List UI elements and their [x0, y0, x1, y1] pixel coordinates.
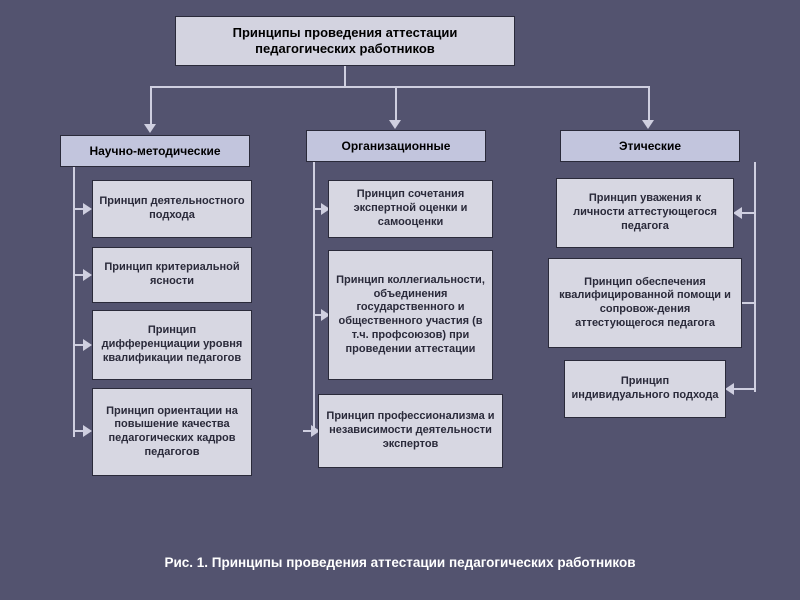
item-text: Принцип дифференциации уровня квалификац… [99, 324, 245, 365]
connector [313, 208, 321, 210]
category-organizational: Организационные [306, 130, 486, 162]
connector [742, 302, 754, 304]
category-label: Этические [619, 139, 681, 154]
connector [734, 388, 754, 390]
arrow [725, 383, 734, 395]
category-scientific: Научно-методические [60, 135, 250, 167]
connector [313, 162, 315, 432]
connector [395, 86, 397, 120]
connector [344, 66, 346, 86]
arrow [389, 120, 401, 129]
arrow [83, 269, 92, 281]
title-box: Принципы проведения аттестации педагогич… [175, 16, 515, 66]
category-label: Организационные [342, 139, 451, 154]
item-organizational-2: Принцип профессионализма и независимости… [318, 394, 503, 468]
item-ethical-2: Принцип индивидуального подхода [564, 360, 726, 418]
arrow [642, 120, 654, 129]
item-text: Принцип критериальной ясности [99, 261, 245, 289]
connector [648, 86, 650, 120]
item-text: Принцип ориентации на повышение качества… [99, 405, 245, 460]
connector [150, 86, 152, 124]
item-ethical-0: Принцип уважения к личности аттестующего… [556, 178, 734, 248]
arrow [144, 124, 156, 133]
connector [742, 212, 754, 214]
item-scientific-2: Принцип дифференциации уровня квалификац… [92, 310, 252, 380]
item-ethical-1: Принцип обеспечения квалифицированной по… [548, 258, 742, 348]
item-scientific-1: Принцип критериальной ясности [92, 247, 252, 303]
item-text: Принцип коллегиальности, объединения гос… [335, 274, 486, 357]
title-text: Принципы проведения аттестации педагогич… [182, 25, 508, 58]
connector [313, 314, 321, 316]
item-text: Принцип обеспечения квалифицированной по… [555, 276, 735, 331]
caption-text: Рис. 1. Принципы проведения аттестации п… [164, 555, 635, 570]
item-text: Принцип уважения к личности аттестующего… [563, 192, 727, 233]
item-organizational-0: Принцип сочетания экспертной оценки и са… [328, 180, 493, 238]
item-text: Принцип деятельностного подхода [99, 195, 245, 223]
arrow [83, 339, 92, 351]
connector [73, 430, 83, 432]
arrow [83, 203, 92, 215]
connector [73, 344, 83, 346]
category-label: Научно-методические [89, 144, 220, 159]
connector [73, 208, 83, 210]
item-text: Принцип профессионализма и независимости… [325, 410, 496, 451]
connector [303, 430, 311, 432]
connector [150, 86, 650, 88]
connector [754, 162, 756, 392]
item-organizational-1: Принцип коллегиальности, объединения гос… [328, 250, 493, 380]
arrow [83, 425, 92, 437]
item-text: Принцип индивидуального подхода [571, 375, 719, 403]
connector [73, 274, 83, 276]
category-ethical: Этические [560, 130, 740, 162]
item-text: Принцип сочетания экспертной оценки и са… [335, 188, 486, 229]
arrow [733, 207, 742, 219]
item-scientific-0: Принцип деятельностного подхода [92, 180, 252, 238]
item-scientific-3: Принцип ориентации на повышение качества… [92, 388, 252, 476]
figure-caption: Рис. 1. Принципы проведения аттестации п… [0, 555, 800, 570]
